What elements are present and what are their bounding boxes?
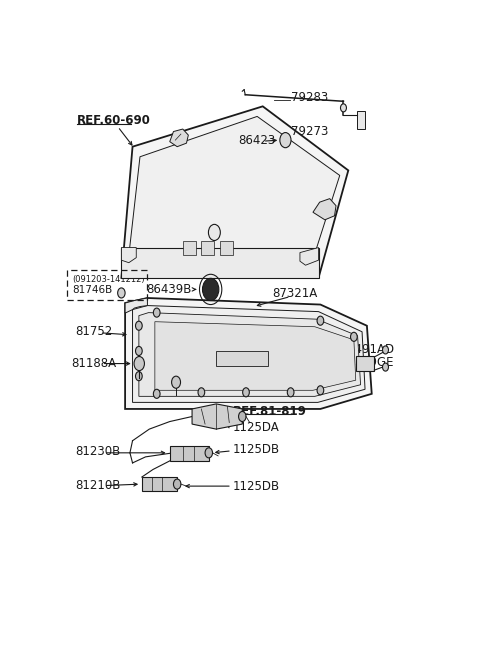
Text: 86423: 86423 — [239, 134, 276, 147]
Circle shape — [154, 308, 160, 317]
Polygon shape — [170, 129, 188, 147]
Text: 79273: 79273 — [290, 124, 328, 138]
Circle shape — [288, 388, 294, 397]
Polygon shape — [132, 305, 365, 402]
Polygon shape — [216, 351, 268, 366]
Circle shape — [198, 388, 204, 397]
Polygon shape — [300, 248, 319, 265]
Text: 81746B: 81746B — [72, 286, 112, 295]
Circle shape — [203, 278, 219, 301]
Polygon shape — [192, 404, 242, 429]
Circle shape — [205, 448, 213, 458]
Text: (091203-141212): (091203-141212) — [72, 275, 145, 284]
Text: 1125DA: 1125DA — [233, 421, 280, 434]
Circle shape — [383, 363, 388, 371]
Circle shape — [317, 316, 324, 326]
Circle shape — [243, 388, 249, 397]
Circle shape — [317, 386, 324, 395]
Text: 81210B: 81210B — [76, 479, 121, 492]
Polygon shape — [202, 241, 215, 255]
Polygon shape — [170, 446, 209, 461]
Polygon shape — [139, 312, 360, 396]
Text: 1249GE: 1249GE — [347, 356, 394, 369]
Circle shape — [135, 321, 142, 330]
Polygon shape — [128, 117, 340, 265]
Text: 1125DB: 1125DB — [233, 443, 280, 456]
Polygon shape — [142, 477, 177, 491]
Text: 1491AD: 1491AD — [347, 343, 394, 356]
Text: 1125DB: 1125DB — [233, 479, 280, 493]
Text: 81752: 81752 — [75, 326, 112, 338]
Circle shape — [208, 225, 220, 240]
Text: 79283: 79283 — [290, 91, 328, 104]
Polygon shape — [356, 356, 374, 371]
Circle shape — [383, 346, 388, 354]
Polygon shape — [357, 111, 365, 129]
Circle shape — [135, 346, 142, 356]
Polygon shape — [155, 322, 356, 390]
Polygon shape — [125, 298, 147, 313]
Polygon shape — [220, 241, 233, 255]
Text: REF.81-819: REF.81-819 — [233, 405, 307, 418]
Circle shape — [154, 389, 160, 398]
Circle shape — [239, 411, 246, 422]
Circle shape — [280, 132, 291, 147]
Polygon shape — [121, 248, 319, 278]
Polygon shape — [121, 248, 136, 263]
Polygon shape — [313, 198, 336, 220]
Circle shape — [173, 479, 181, 489]
Text: 86439B: 86439B — [146, 283, 192, 296]
Text: 81230B: 81230B — [76, 445, 121, 458]
Polygon shape — [121, 106, 348, 278]
Polygon shape — [125, 298, 372, 409]
Polygon shape — [183, 241, 196, 255]
Text: 81254: 81254 — [320, 372, 357, 385]
Circle shape — [118, 288, 125, 298]
Circle shape — [350, 332, 357, 341]
Circle shape — [172, 376, 180, 388]
Text: 87321A: 87321A — [272, 288, 317, 301]
Text: 86590: 86590 — [141, 381, 178, 394]
Bar — [67, 271, 147, 299]
Text: 81188A: 81188A — [71, 357, 116, 370]
Circle shape — [340, 104, 347, 112]
Circle shape — [134, 356, 144, 371]
Circle shape — [135, 371, 142, 381]
Text: REF.60-690: REF.60-690 — [77, 115, 151, 128]
